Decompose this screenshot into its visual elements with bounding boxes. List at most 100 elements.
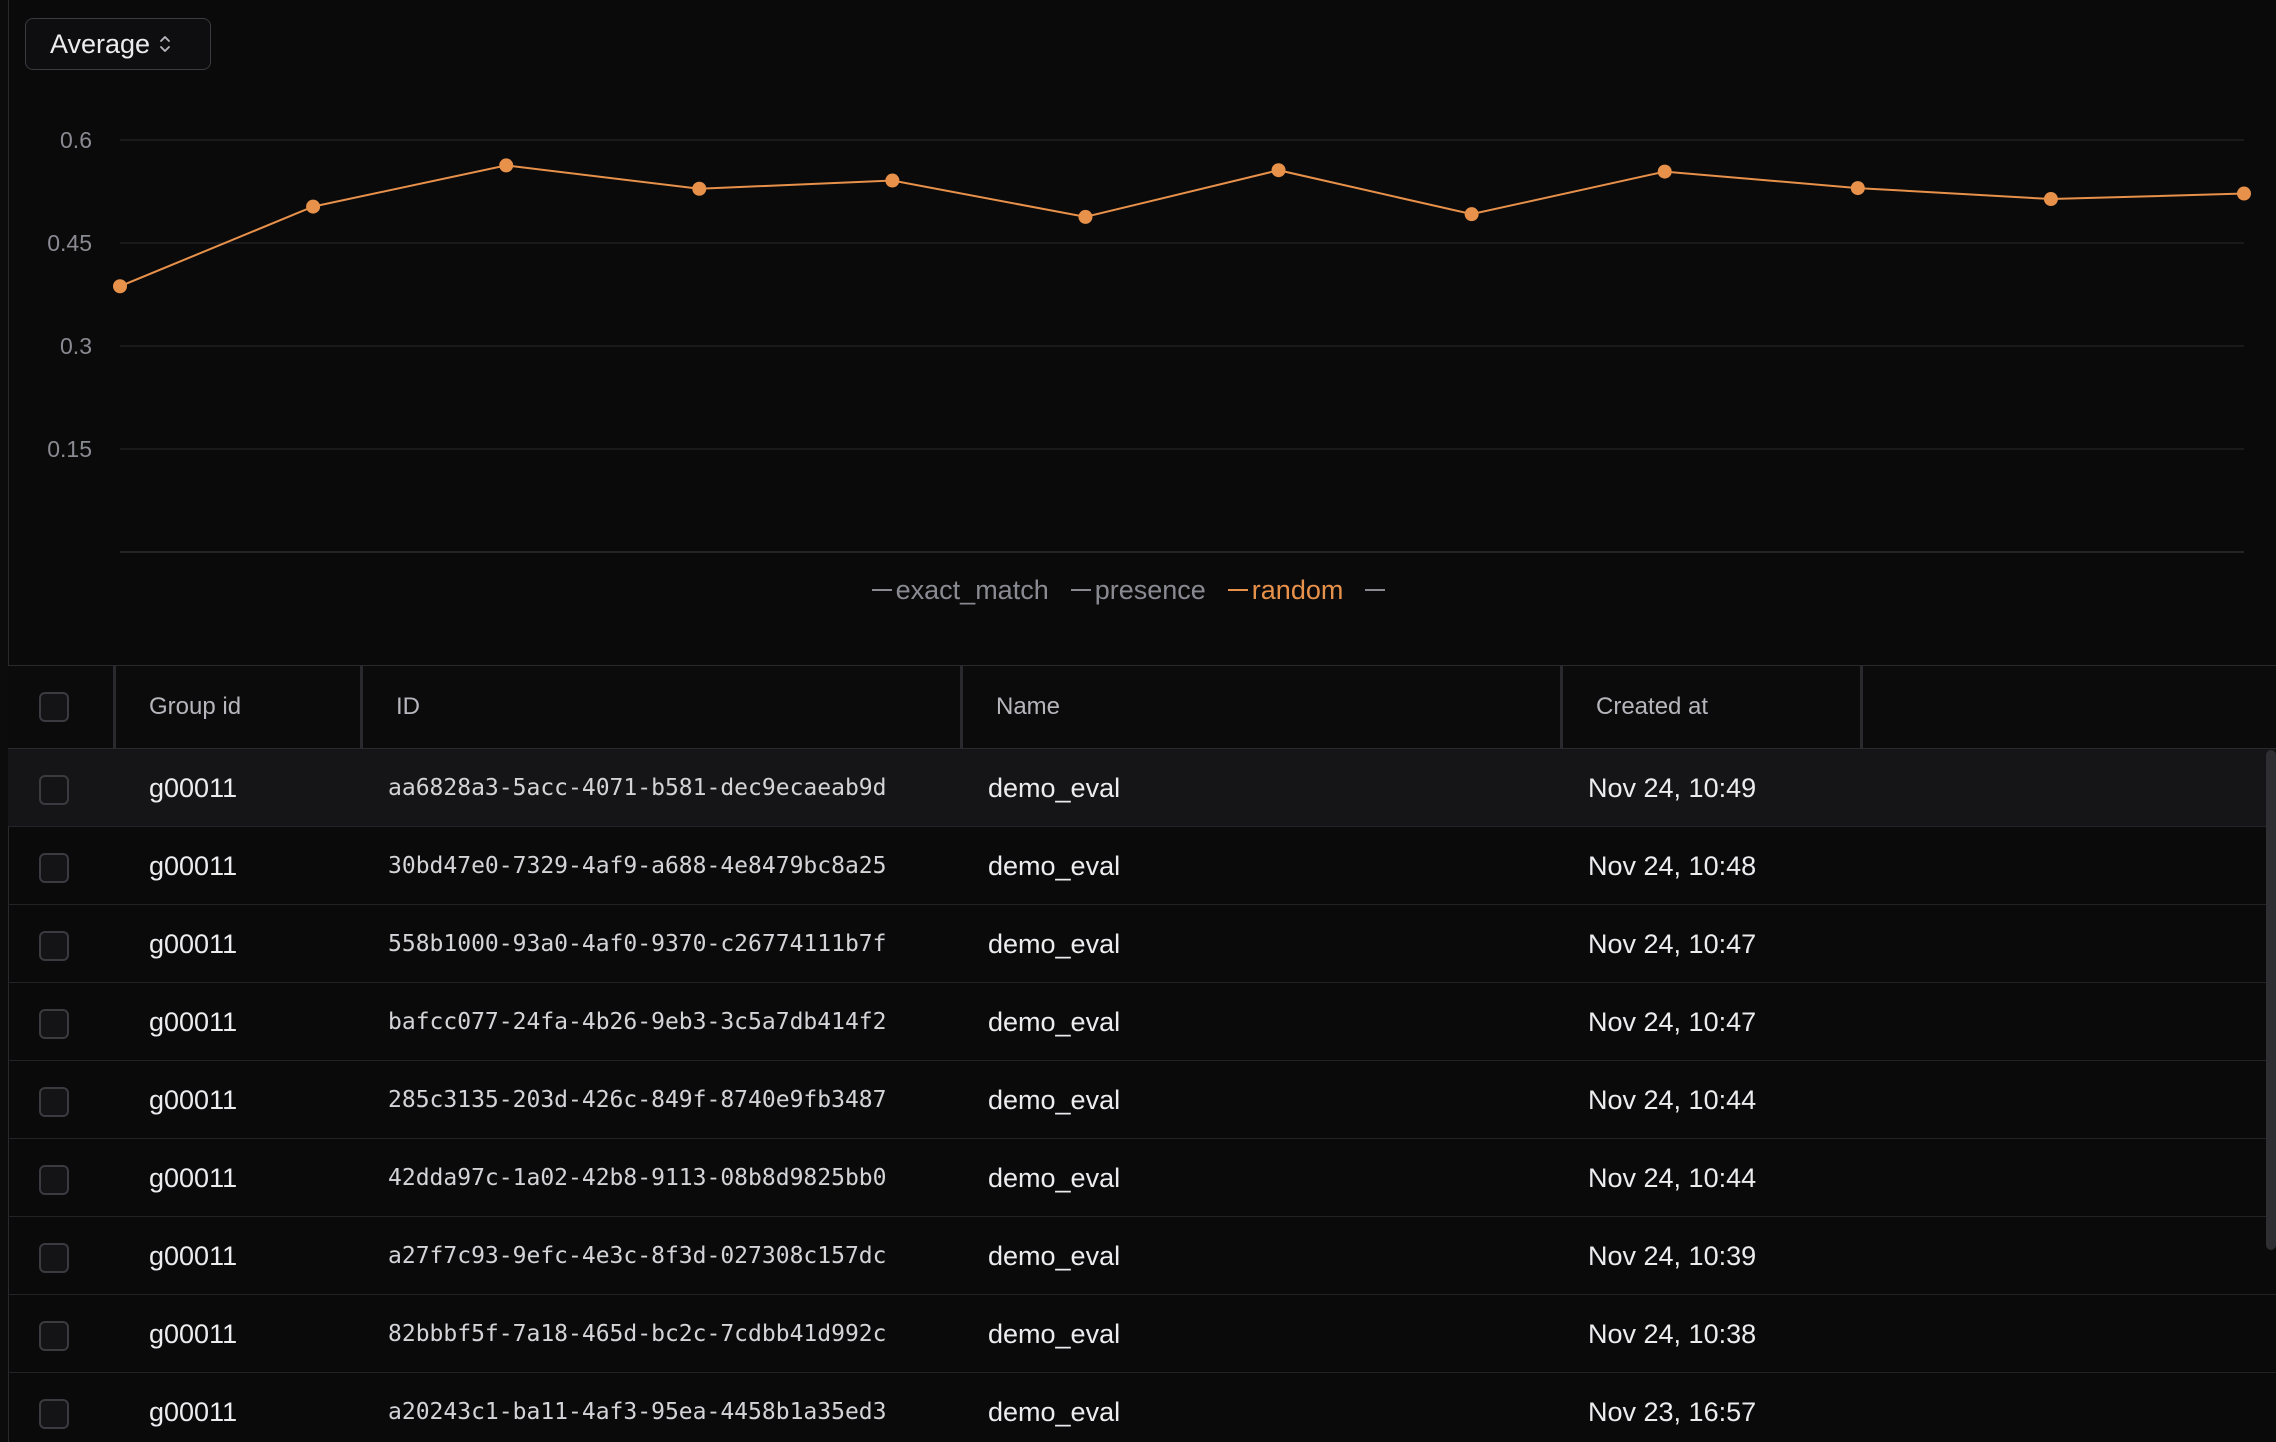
cell-group-id: g00011 bbox=[149, 1318, 238, 1349]
cell-created-at: Nov 24, 10:39 bbox=[1588, 1240, 1757, 1271]
legend-item[interactable]: exact_match bbox=[871, 574, 1049, 606]
cell-name: demo_eval bbox=[988, 1240, 1121, 1271]
table-header: Group id ID Name Created at bbox=[8, 666, 2276, 749]
cell-id: 30bd47e0-7329-4af9-a688-4e8479bc8a25 bbox=[388, 853, 887, 879]
row-checkbox[interactable] bbox=[39, 1009, 69, 1039]
table-row[interactable]: g00011 a27f7c93-9efc-4e3c-8f3d-027308c157… bbox=[8, 1217, 2276, 1295]
row-checkbox[interactable] bbox=[39, 853, 69, 883]
data-point[interactable] bbox=[2237, 186, 2251, 201]
cell-created-at: Nov 24, 10:44 bbox=[1588, 1162, 1757, 1193]
legend-dash-icon bbox=[1365, 589, 1386, 591]
table-row[interactable]: g00011 42dda97c-1a02-42b8-9113-08b8d9825b… bbox=[8, 1139, 2276, 1217]
cell-created-at: Nov 24, 10:49 bbox=[1588, 772, 1757, 803]
cell-created-at: Nov 24, 10:38 bbox=[1588, 1318, 1757, 1349]
cell-name: demo_eval bbox=[988, 772, 1121, 803]
cell-name: demo_eval bbox=[988, 1396, 1121, 1427]
table-scrollbar[interactable] bbox=[2266, 750, 2276, 1250]
column-header-label: ID bbox=[396, 693, 420, 720]
legend-label: presence bbox=[1094, 574, 1206, 605]
cell-group-id: g00011 bbox=[149, 1084, 238, 1115]
data-point[interactable] bbox=[113, 279, 127, 294]
data-point[interactable] bbox=[692, 181, 707, 196]
legend-dash-icon bbox=[1227, 589, 1248, 591]
cell-group-id: g00011 bbox=[149, 1396, 238, 1427]
legend-dash-icon bbox=[871, 589, 892, 591]
cell-id: 285c3135-203d-426c-849f-8740e9fb3487 bbox=[388, 1087, 887, 1113]
column-header-label: Created at bbox=[1596, 693, 1709, 720]
cell-group-id: g00011 bbox=[149, 1162, 238, 1193]
y-tick-label: 0.6 bbox=[60, 127, 92, 153]
cell-created-at: Nov 24, 10:47 bbox=[1588, 928, 1757, 959]
cell-id: aa6828a3-5acc-4071-b581-dec9ecaeab9d bbox=[388, 775, 887, 801]
row-select-cell bbox=[39, 1217, 69, 1295]
table-row[interactable]: g00011 30bd47e0-7329-4af9-a688-4e8479bc8a… bbox=[8, 827, 2276, 905]
cell-name: demo_eval bbox=[988, 928, 1121, 959]
row-select-cell bbox=[39, 827, 69, 905]
cell-id: 558b1000-93a0-4af0-9370-c26774111b7f bbox=[388, 931, 887, 957]
table-row[interactable]: g00011 285c3135-203d-426c-849f-8740e9fb34… bbox=[8, 1061, 2276, 1139]
cell-id: 42dda97c-1a02-42b8-9113-08b8d9825bb0 bbox=[388, 1165, 887, 1191]
legend-item[interactable]: random bbox=[1227, 575, 1343, 606]
data-point[interactable] bbox=[1850, 181, 1865, 196]
cell-created-at: Nov 24, 10:48 bbox=[1588, 850, 1757, 881]
data-point[interactable] bbox=[885, 173, 900, 188]
cell-id: a27f7c93-9efc-4e3c-8f3d-027308c157dc bbox=[388, 1243, 887, 1269]
row-select-cell bbox=[39, 1373, 69, 1442]
chart-legend: exact_match presence random bbox=[0, 568, 2276, 612]
data-point[interactable] bbox=[1271, 163, 1286, 178]
row-checkbox[interactable] bbox=[39, 1243, 69, 1273]
data-point[interactable] bbox=[499, 158, 514, 173]
table-row[interactable]: g00011 bafcc077-24fa-4b26-9eb3-3c5a7db414… bbox=[8, 983, 2276, 1061]
table-row[interactable]: g00011 558b1000-93a0-4af0-9370-c26774111b… bbox=[8, 905, 2276, 983]
column-header-label: Name bbox=[996, 693, 1061, 720]
cell-created-at: Nov 23, 16:57 bbox=[1588, 1396, 1757, 1427]
legend-label: exact_match bbox=[895, 574, 1049, 605]
select-all-cell bbox=[8, 666, 116, 748]
row-select-cell bbox=[39, 983, 69, 1061]
cell-name: demo_eval bbox=[988, 850, 1121, 881]
column-header-label: Group id bbox=[149, 693, 242, 720]
y-tick-label: 0.3 bbox=[60, 333, 92, 359]
column-header-name[interactable]: Name bbox=[963, 666, 1563, 748]
y-tick-label: 0.45 bbox=[47, 230, 92, 256]
row-select-cell bbox=[39, 1295, 69, 1373]
chart-canvas: 0.6 0.45 0.3 0.15 bbox=[47, 127, 2251, 553]
cell-id: bafcc077-24fa-4b26-9eb3-3c5a7db414f2 bbox=[388, 1009, 887, 1035]
cell-created-at: Nov 24, 10:47 bbox=[1588, 1006, 1757, 1037]
column-header-group-id[interactable]: Group id bbox=[116, 666, 363, 748]
row-select-cell bbox=[39, 1139, 69, 1217]
legend-item[interactable] bbox=[1365, 589, 1389, 591]
column-header-id[interactable]: ID bbox=[363, 666, 963, 748]
data-point[interactable] bbox=[2043, 192, 2058, 207]
cell-group-id: g00011 bbox=[149, 928, 238, 959]
cell-group-id: g00011 bbox=[149, 772, 238, 803]
aggregate-select-value: Average bbox=[50, 28, 151, 59]
metrics-line-chart: 0.6 0.45 0.3 0.15 bbox=[0, 90, 2276, 650]
data-point[interactable] bbox=[1078, 209, 1093, 224]
aggregate-select[interactable]: Average bbox=[25, 18, 211, 70]
select-all-checkbox[interactable] bbox=[39, 692, 69, 722]
runs-table: Group id ID Name Created at g00011 aa6828… bbox=[8, 665, 2276, 1442]
table-row[interactable]: g00011 a20243c1-ba11-4af3-95ea-4458b1a35e… bbox=[8, 1373, 2276, 1442]
cell-group-id: g00011 bbox=[149, 1240, 238, 1271]
cell-name: demo_eval bbox=[988, 1084, 1121, 1115]
data-point[interactable] bbox=[306, 199, 321, 214]
table-row[interactable]: g00011 82bbbf5f-7a18-465d-bc2c-7cdbb41d99… bbox=[8, 1295, 2276, 1373]
row-checkbox[interactable] bbox=[39, 775, 69, 805]
row-checkbox[interactable] bbox=[39, 931, 69, 961]
row-checkbox[interactable] bbox=[39, 1399, 69, 1429]
row-checkbox[interactable] bbox=[39, 1165, 69, 1195]
cell-name: demo_eval bbox=[988, 1162, 1121, 1193]
row-checkbox[interactable] bbox=[39, 1321, 69, 1351]
column-header-created-at[interactable]: Created at bbox=[1563, 666, 1863, 748]
legend-item[interactable]: presence bbox=[1070, 574, 1206, 606]
series-line-random bbox=[119, 164, 2245, 288]
data-point[interactable] bbox=[1464, 207, 1479, 222]
cell-name: demo_eval bbox=[988, 1006, 1121, 1037]
cell-created-at: Nov 24, 10:44 bbox=[1588, 1084, 1757, 1115]
data-point[interactable] bbox=[1657, 164, 1672, 179]
cell-name: demo_eval bbox=[988, 1318, 1121, 1349]
table-row[interactable]: g00011 aa6828a3-5acc-4071-b581-dec9ecaeab… bbox=[8, 749, 2276, 827]
row-checkbox[interactable] bbox=[39, 1087, 69, 1117]
